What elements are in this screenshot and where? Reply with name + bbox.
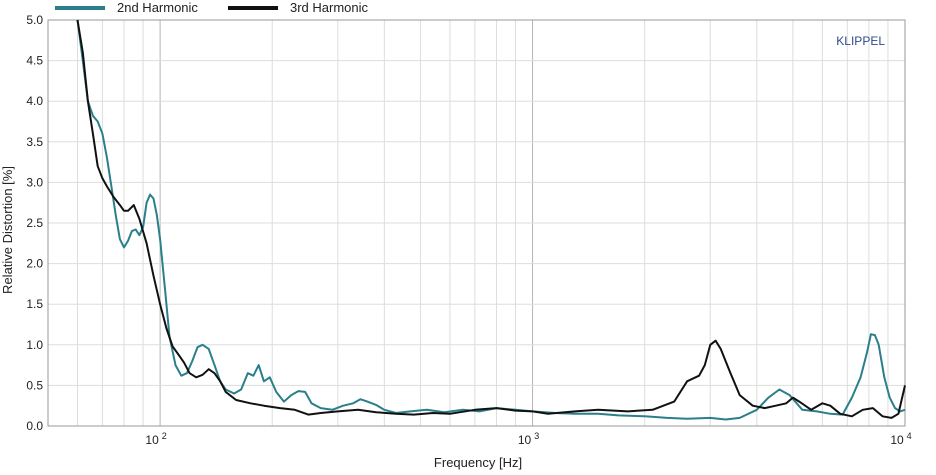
y-tick-label: 5.0 <box>26 13 43 27</box>
y-tick-label: 4.0 <box>26 94 43 108</box>
y-axis-label: Relative Distortion [%] <box>0 166 15 294</box>
plot-area-frame <box>47 19 906 427</box>
y-tick-label: 3.5 <box>26 135 43 149</box>
x-axis-label: Frequency [Hz] <box>434 455 522 470</box>
series-layer <box>76 19 906 421</box>
y-axis-ticks: 0.0 0.5 1.0 1.5 2.0 2.5 3.0 3.5 4.0 4.5 5.0 <box>26 13 43 433</box>
series-line-1 <box>76 19 906 421</box>
x-tick-label: 10 4 <box>890 431 911 447</box>
y-tick-label: 2.0 <box>26 257 43 271</box>
y-tick-label: 3.0 <box>26 175 43 189</box>
x-tick-label: 10 3 <box>518 431 539 447</box>
y-tick-label: 2.5 <box>26 216 43 230</box>
y-tick-label: 0.0 <box>26 419 43 433</box>
y-tick-label: 1.0 <box>26 338 43 352</box>
series-line-2 <box>76 19 906 419</box>
x-axis-ticks: 10 2 10 3 10 4 <box>145 431 911 447</box>
y-tick-label: 1.5 <box>26 297 43 311</box>
y-tick-label: 0.5 <box>26 378 43 392</box>
y-tick-label: 4.5 <box>26 54 43 68</box>
grid-lines <box>47 20 906 426</box>
legend-label-1: 2nd Harmonic <box>117 0 198 15</box>
legend-label-2: 3rd Harmonic <box>290 0 369 15</box>
x-tick-label: 10 2 <box>145 431 166 447</box>
legend: 2nd Harmonic 3rd Harmonic <box>55 0 369 15</box>
klippel-watermark: KLIPPEL <box>836 34 885 48</box>
